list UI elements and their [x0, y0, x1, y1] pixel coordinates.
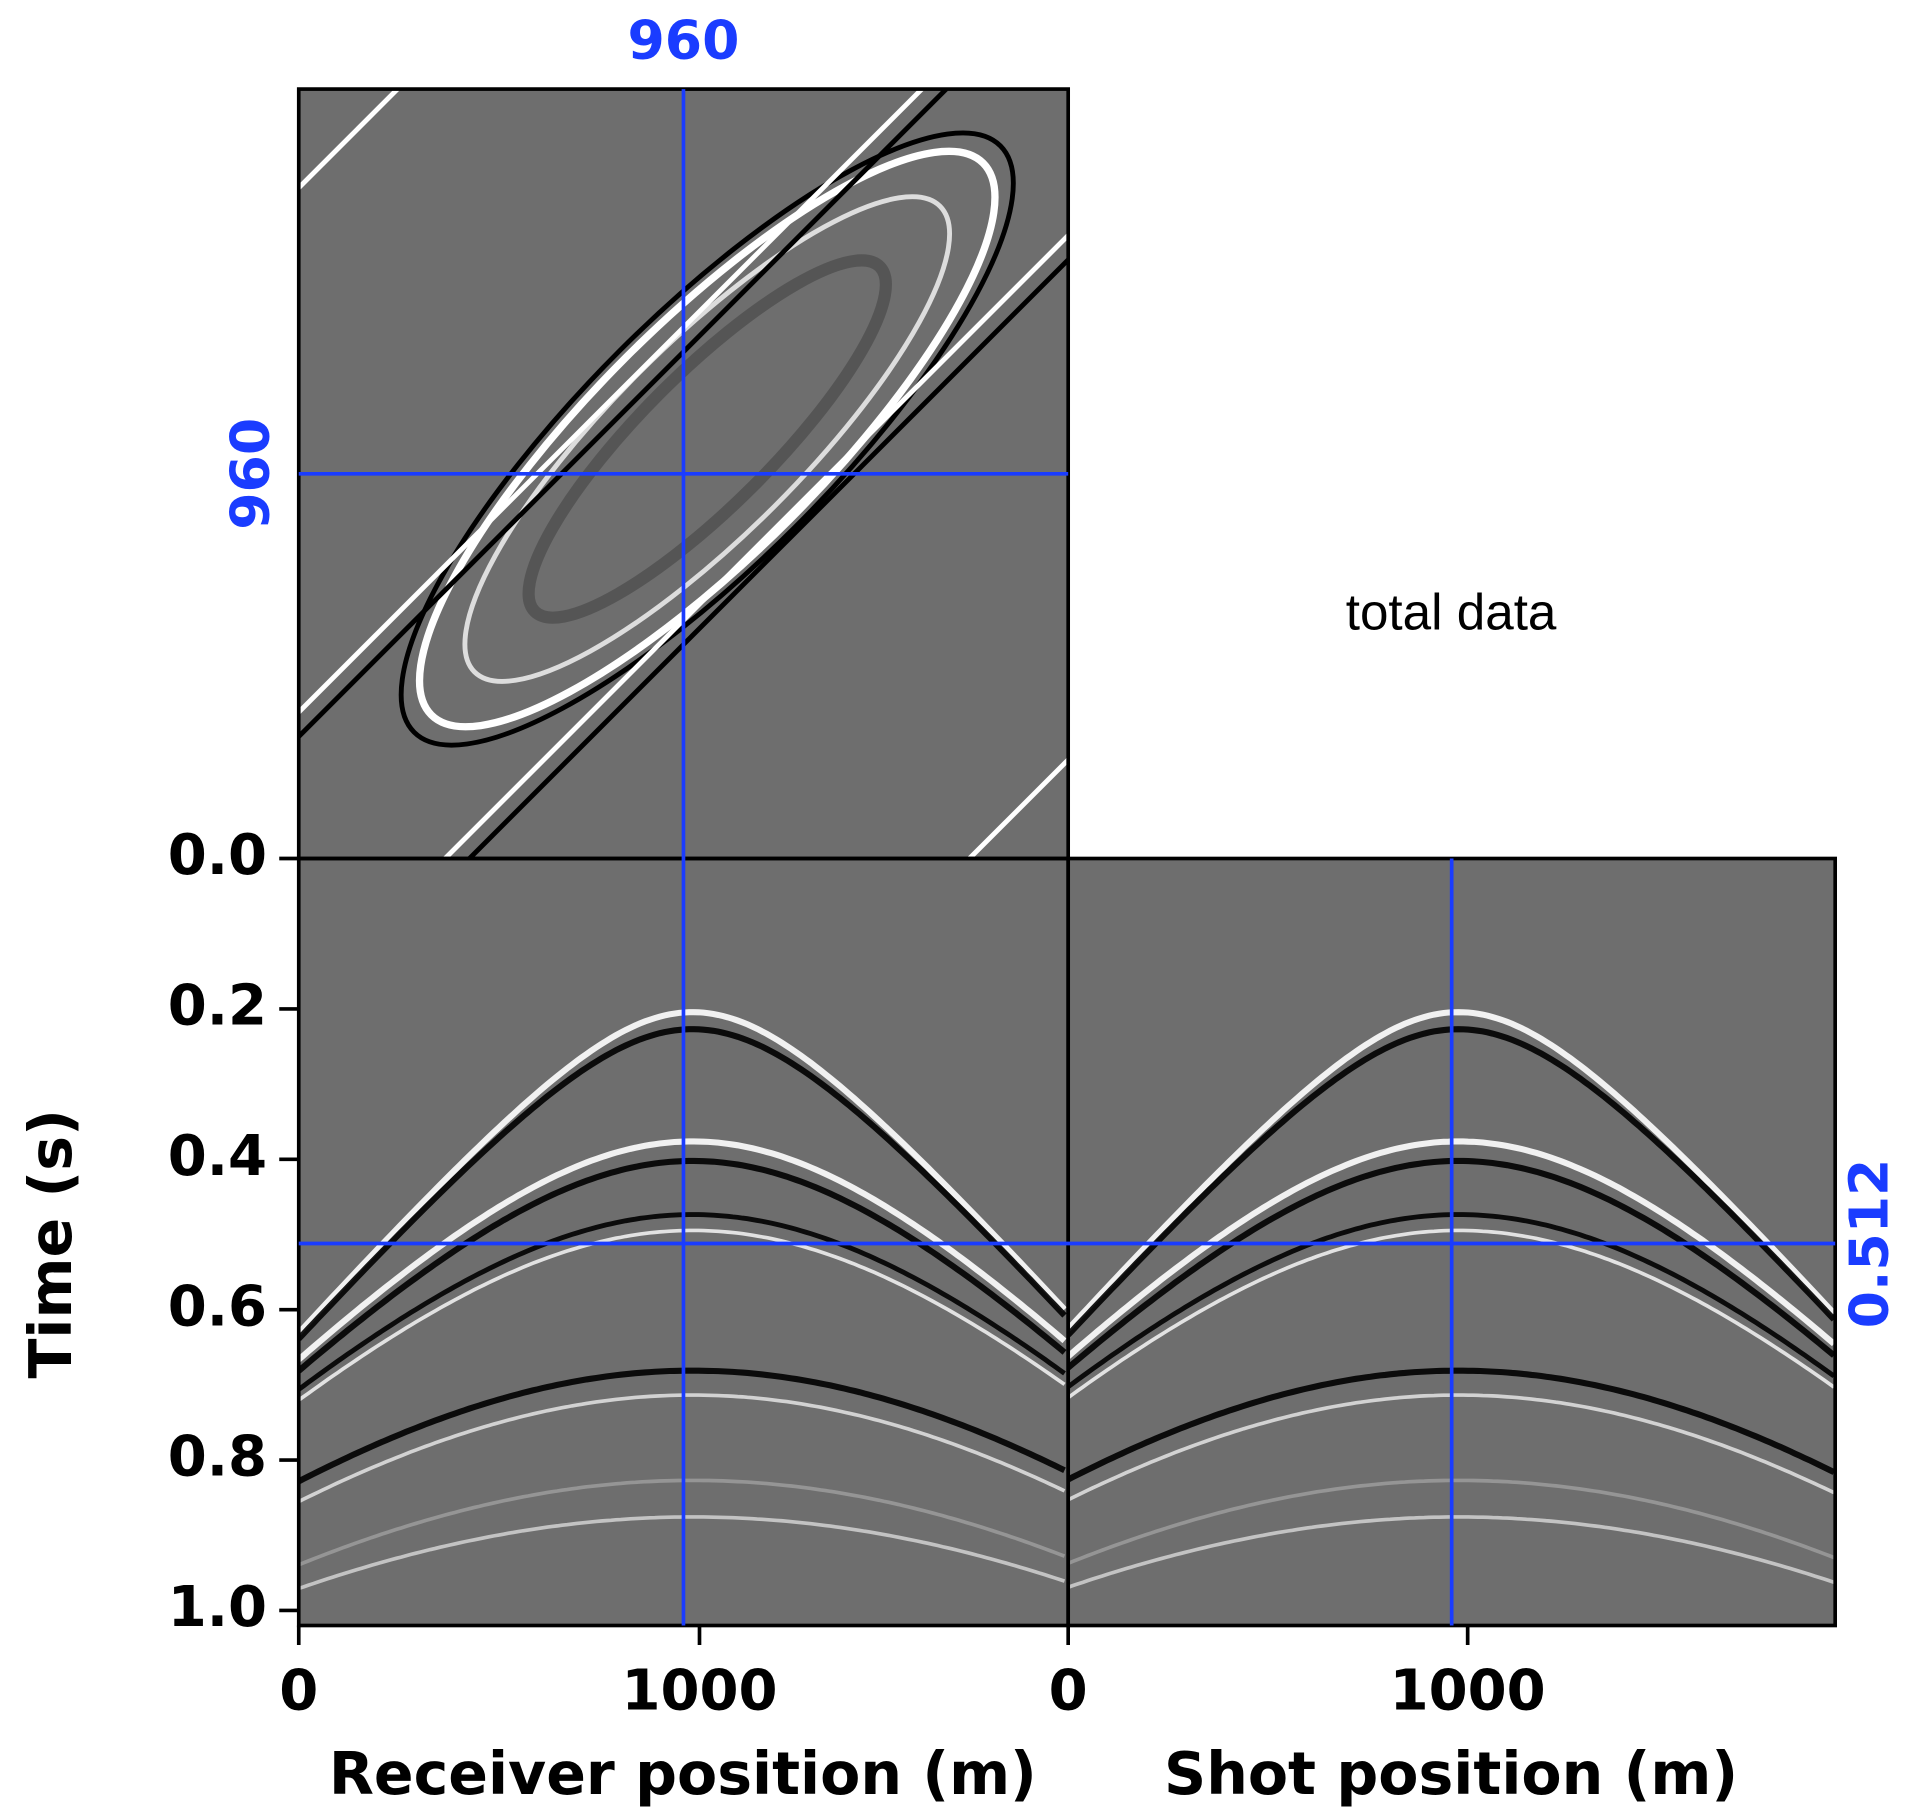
x-tick-label: 0 [1049, 1658, 1088, 1723]
x-tick-label: 0 [279, 1658, 318, 1723]
x2-axis-label: Shot position (m) [1164, 1740, 1738, 1808]
receiver-slice-label: 960 [627, 9, 739, 72]
shot-slice-label: 960 [218, 418, 281, 530]
x-axis-label: Receiver position (m) [329, 1740, 1037, 1808]
y-axis-label: Time (s) [17, 1109, 85, 1378]
x-tick-label: 1000 [1390, 1658, 1546, 1723]
stripe-texture [967, 756, 1069, 859]
time-slice-label: 0.512 [1838, 1159, 1901, 1329]
ellipse-texture [522, 254, 892, 624]
x-tick-label: 1000 [621, 1658, 777, 1723]
ellipse-texture [398, 130, 1016, 748]
y-tick-label: 0.2 [168, 974, 267, 1039]
y-tick-label: 0.8 [168, 1425, 267, 1490]
y-tick-label: 1.0 [168, 1575, 267, 1640]
y-tick-label: 0.4 [168, 1124, 267, 1189]
ellipse-texture [415, 147, 999, 731]
y-tick-label: 0.6 [168, 1274, 267, 1339]
annotation: total data [1346, 583, 1557, 640]
y-tick-label: 0.0 [168, 823, 267, 888]
